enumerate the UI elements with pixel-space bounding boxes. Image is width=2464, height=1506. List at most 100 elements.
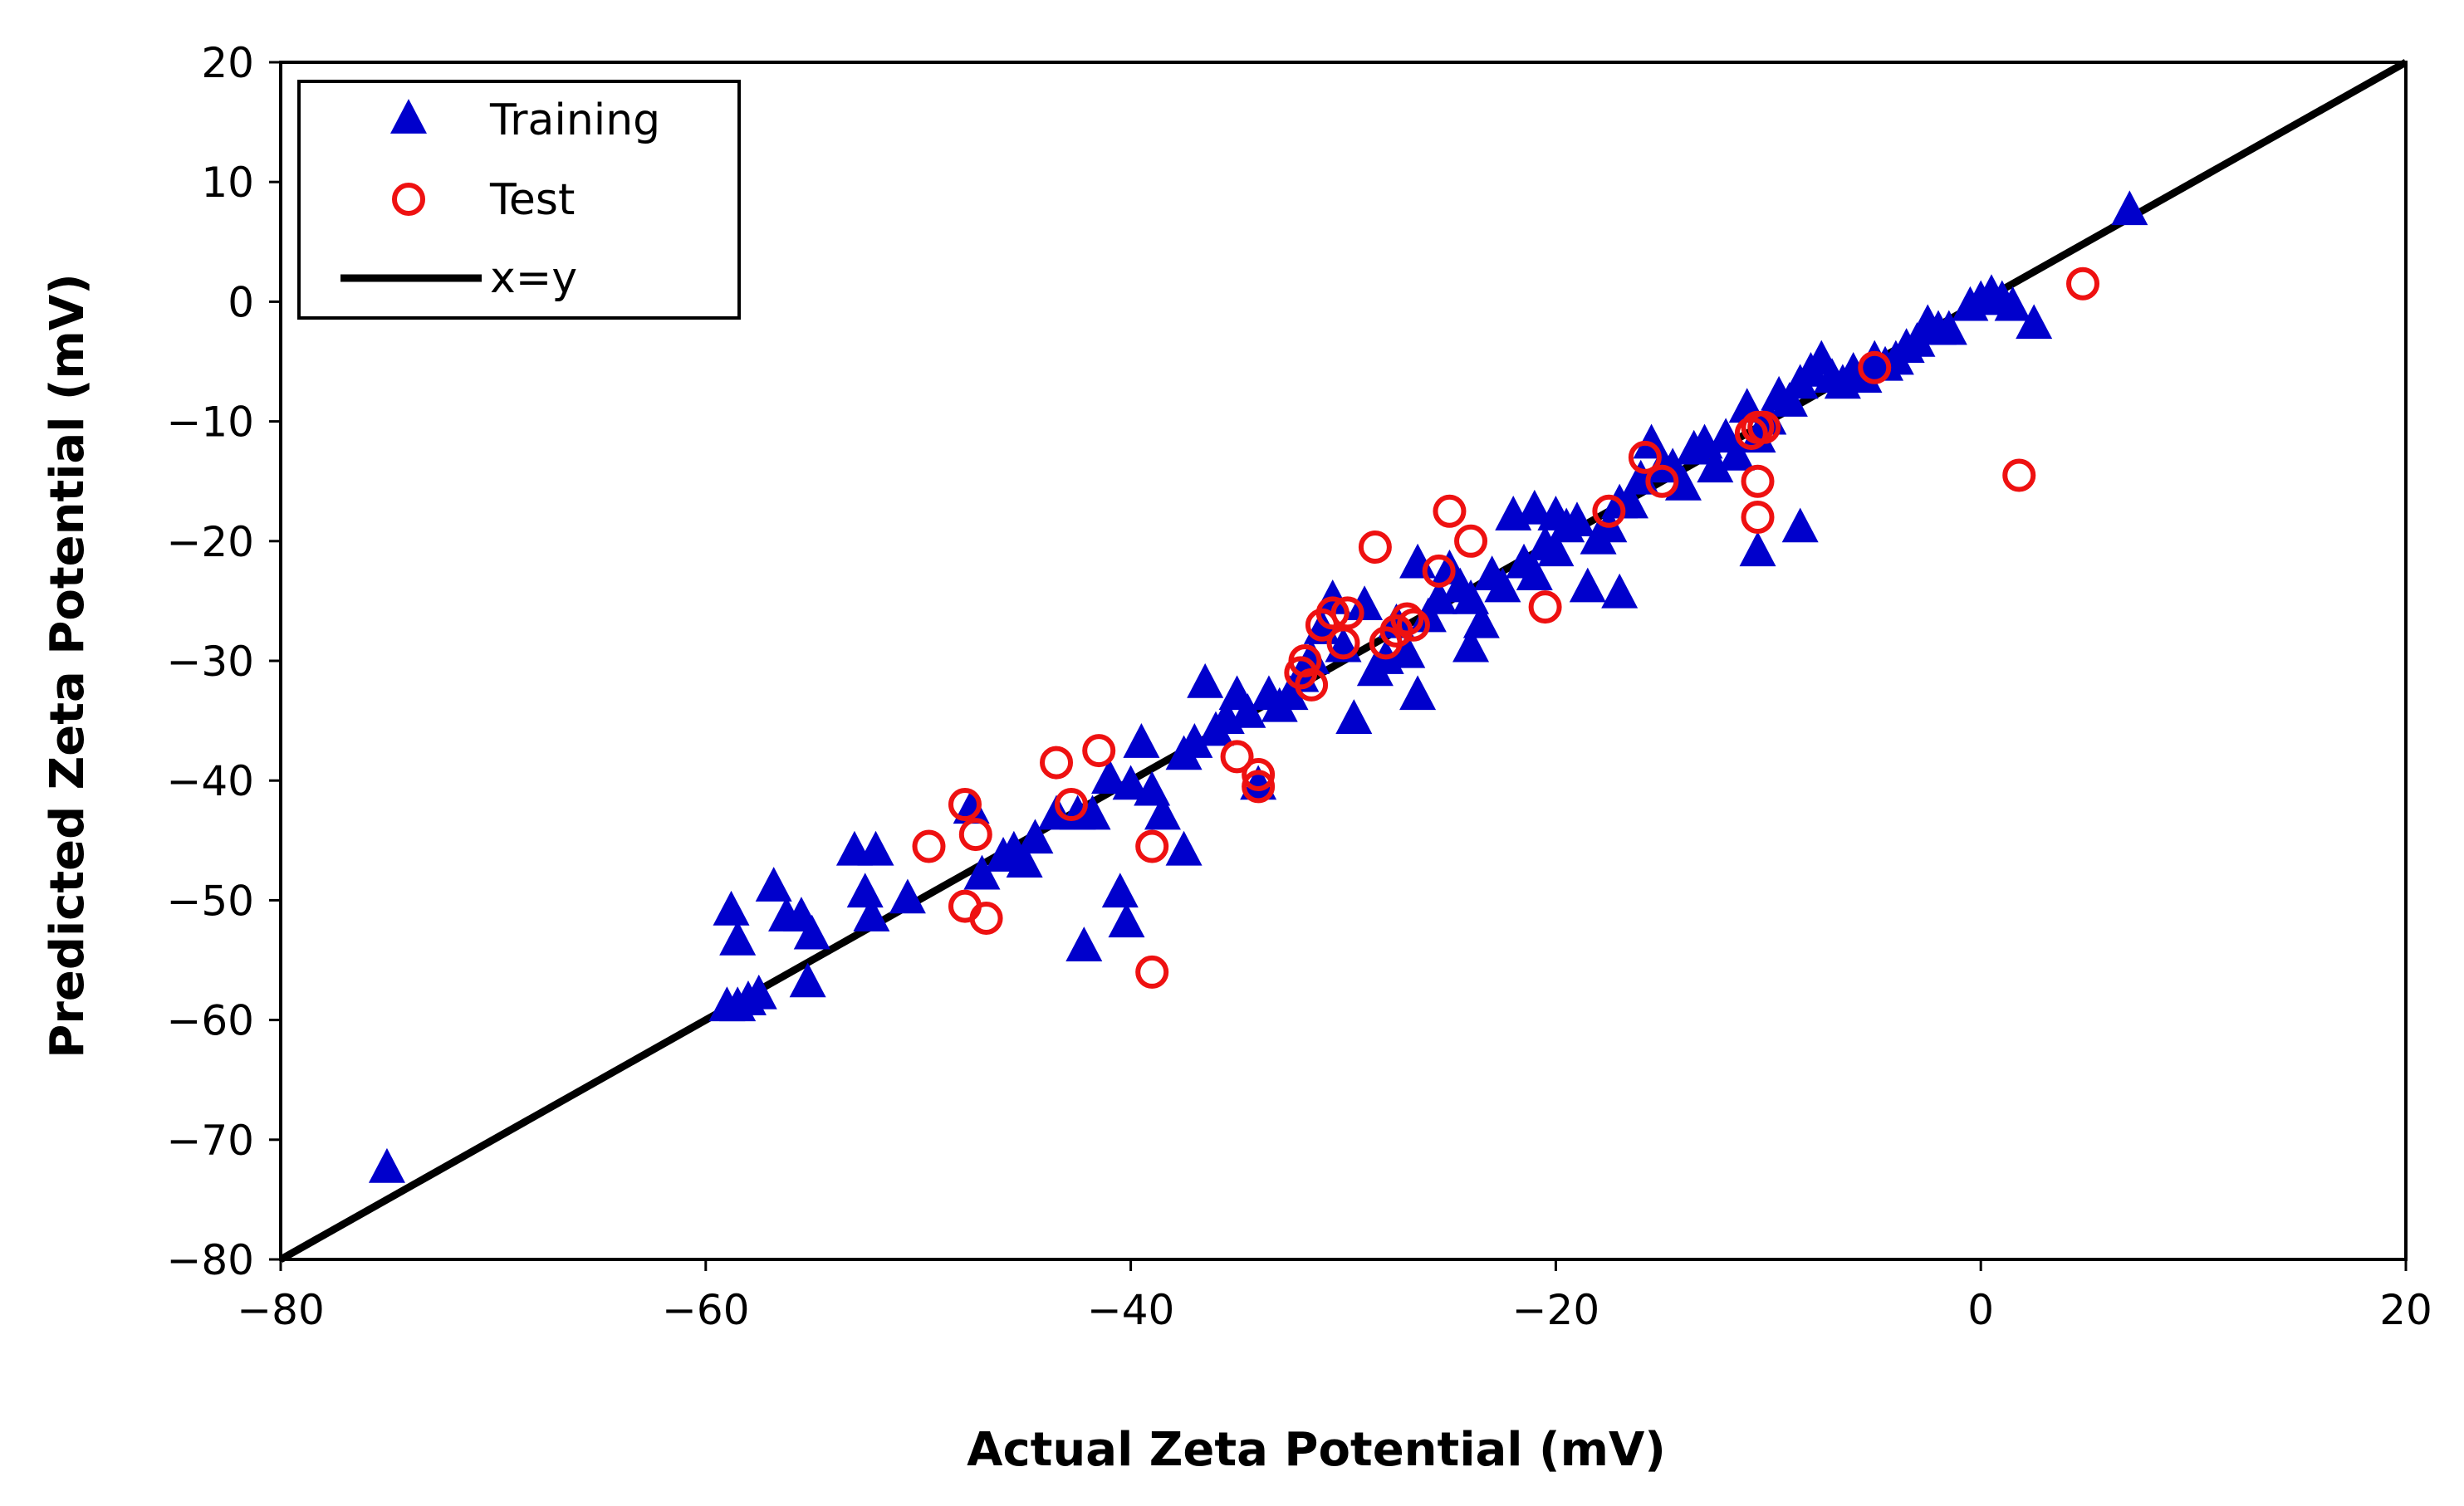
training-point	[2111, 190, 2148, 226]
training-point	[1006, 843, 1043, 878]
test-point	[1135, 829, 1169, 863]
training-point	[2016, 304, 2053, 340]
training-point	[1452, 579, 1490, 614]
legend-training-triangle-icon	[390, 99, 427, 134]
training-point	[1271, 675, 1309, 711]
training-point	[1123, 723, 1160, 758]
training-point	[1739, 531, 1776, 567]
y-axis-title: Predicted Zeta Potential (mV)	[41, 273, 95, 1059]
test-point	[948, 788, 982, 822]
training-point	[1452, 627, 1490, 663]
test-point	[1242, 757, 1276, 791]
training-point	[1537, 531, 1575, 567]
training-point	[1994, 286, 2031, 321]
training-point	[889, 878, 926, 914]
test-point	[1741, 464, 1775, 498]
test-point	[1628, 440, 1662, 474]
training-point	[1101, 873, 1139, 908]
test-point	[1242, 770, 1276, 804]
test-point	[1454, 524, 1488, 558]
training-point	[1187, 663, 1224, 698]
training-point	[1558, 501, 1595, 537]
training-point	[963, 854, 1001, 890]
test-point	[1645, 464, 1679, 498]
test-point	[2066, 266, 2100, 301]
training-point	[1065, 927, 1103, 961]
training-point	[793, 914, 830, 950]
test-point	[958, 818, 992, 852]
legend-line-label: x=y	[490, 253, 577, 303]
y-tick-labels: 20 10 0 −10 −20 −30 −40 −50 −60 −70 −80	[166, 39, 254, 1284]
y-tick-label: 0	[228, 278, 254, 326]
training-point	[1229, 692, 1266, 728]
training-point	[1091, 759, 1129, 795]
test-point	[1390, 602, 1424, 636]
y-tick-label: −80	[166, 1236, 254, 1284]
training-point	[1781, 507, 1819, 543]
x-tick-label: −40	[1087, 1286, 1175, 1334]
training-point	[1697, 447, 1734, 483]
test-point	[969, 902, 1003, 936]
test-point	[1220, 740, 1254, 774]
axis-ticks	[269, 61, 2408, 1271]
y-tick-label: −20	[166, 518, 254, 566]
test-point	[1295, 667, 1329, 702]
test-point	[1330, 596, 1364, 630]
training-point	[857, 830, 894, 866]
y-tick-label: −60	[166, 997, 254, 1045]
training-point	[1335, 699, 1373, 734]
y-tick-label: −40	[166, 757, 254, 805]
test-point	[1396, 608, 1430, 642]
test-point	[1358, 531, 1392, 565]
test-point	[1135, 955, 1169, 989]
plot-frame	[279, 61, 2408, 1261]
y-tick-label: 10	[201, 159, 254, 207]
training-point	[1144, 795, 1181, 830]
training-point	[755, 867, 792, 902]
training-point	[1633, 423, 1670, 459]
test-point	[2002, 458, 2036, 492]
x-tick-label: −60	[662, 1286, 750, 1334]
test-point	[1082, 734, 1116, 768]
training-point	[1771, 382, 1808, 417]
training-point	[1484, 567, 1521, 603]
training-point	[1165, 830, 1203, 866]
test-point	[1741, 500, 1775, 534]
x-tick-label: −20	[1512, 1286, 1600, 1334]
training-point	[713, 890, 750, 926]
x-axis-title: Actual Zeta Potential (mV)	[967, 1423, 1666, 1477]
y-tick-label: −70	[166, 1117, 254, 1165]
training-point	[846, 873, 884, 908]
test-point	[1422, 554, 1456, 588]
training-point	[1420, 579, 1457, 614]
y-tick-label: −10	[166, 399, 254, 447]
test-point	[1747, 410, 1781, 444]
legend-test-circle-icon	[392, 183, 425, 216]
training-point	[1176, 723, 1213, 758]
test-point	[912, 829, 946, 863]
training-point	[368, 1147, 405, 1183]
training-point	[1240, 765, 1277, 800]
test-point	[1528, 590, 1562, 624]
x-tick-label: 0	[1967, 1286, 1994, 1334]
test-point	[1433, 494, 1467, 528]
x-tick-labels: −80 −60 −40 −20 0 20	[237, 1286, 2432, 1334]
training-point	[1516, 555, 1553, 590]
training-point	[1108, 902, 1145, 938]
x-tick-label: 20	[2379, 1286, 2432, 1334]
training-point	[1462, 603, 1500, 638]
training-point	[1516, 489, 1553, 525]
training-point	[789, 962, 826, 998]
y-tick-label: −50	[166, 877, 254, 925]
training-point	[1074, 795, 1111, 830]
training-point	[1112, 765, 1149, 800]
test-point	[1858, 350, 1892, 384]
training-point	[1134, 770, 1171, 806]
test-point	[1315, 596, 1350, 630]
training-point	[1930, 310, 1967, 345]
y-tick-label: −30	[166, 638, 254, 686]
training-point	[1399, 675, 1437, 711]
test-point	[1592, 494, 1626, 528]
legend-test-label: Test	[489, 175, 575, 225]
